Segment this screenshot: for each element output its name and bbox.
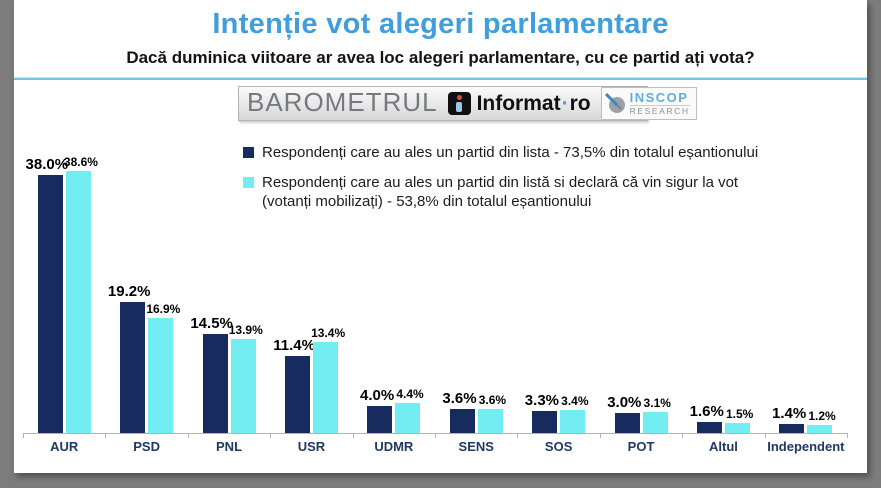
category-group: 14.5% 13.9% [188, 161, 270, 433]
bar: 4.4% [395, 387, 424, 433]
slide: Intenție vot alegeri parlamentare Dacă d… [14, 0, 867, 473]
bar: 38.6% [64, 155, 98, 433]
bar: 3.0% [607, 394, 641, 433]
bar: 3.6% [442, 390, 477, 433]
bar: 13.9% [229, 323, 263, 433]
category-group: 3.6% 3.6% [435, 161, 517, 433]
bar-value-label: 4.0% [359, 386, 395, 404]
bar: 3.6% [477, 393, 506, 433]
legend-label: Respondenți care au ales un partid din l… [262, 144, 759, 161]
category-label: Independent [767, 439, 845, 454]
bar: 3.4% [560, 394, 589, 433]
axis-tick [682, 433, 684, 438]
bar: 4.0% [360, 387, 394, 433]
category-group: 1.6% 1.5% [682, 161, 764, 433]
bar-value-label: 19.2% [107, 283, 151, 301]
bar-value-label: 11.4% [273, 336, 315, 354]
bar-value-label: 38.0% [25, 155, 69, 173]
category-group: 11.4% 13.4% [270, 161, 352, 433]
category-label: PNL [216, 439, 243, 454]
bar: 3.1% [642, 396, 671, 433]
category-label: SENS [458, 439, 494, 454]
bar-value-label: 3.3% [524, 391, 560, 409]
bar-value-label: 3.4% [561, 393, 589, 408]
informat-logo: Informat·ro [447, 91, 591, 116]
axis-tick [23, 433, 24, 438]
axis-tick [352, 433, 354, 438]
category-group: 38.0% 38.6% [23, 155, 105, 433]
category-group: 1.4% 1.2% [765, 161, 847, 433]
category-group: 4.0% 4.4% [353, 161, 435, 433]
logo-banner: BAROMETRUL Informat·ro INSCOP RESEARCH [238, 86, 697, 121]
bar: 1.5% [724, 407, 753, 433]
axis-tick [764, 433, 766, 438]
axis-tick [187, 433, 189, 438]
bar: 16.9% [146, 302, 180, 433]
bar: 13.4% [311, 326, 345, 433]
legend-item: Respondenți care au ales un partid din l… [243, 173, 868, 211]
bar-chart: 38.0% 38.6% 19.2% 16.9% 14.5% 13.9% 11.4% 13.4%… [23, 155, 847, 433]
inscop-logo-text: INSCOP RESEARCH [629, 90, 690, 117]
bar-value-label: 3.0% [607, 393, 642, 411]
legend-label: Respondenți care au ales un partid din l… [262, 174, 739, 210]
x-axis [23, 433, 848, 438]
axis-tick [599, 433, 601, 438]
bar-value-label: 3.6% [442, 389, 477, 407]
category-group: 19.2% 16.9% [105, 161, 187, 433]
barometrul-logo-text: BAROMETRUL [247, 87, 438, 117]
bar: 1.6% [690, 403, 724, 433]
informat-i-icon [447, 92, 471, 115]
legend-item: Respondenți care au ales un partid din l… [243, 143, 868, 162]
bar: 38.0% [26, 156, 68, 433]
category-label: SOS [544, 439, 573, 454]
category-group: 3.3% 3.4% [517, 161, 599, 433]
bar-value-label: 4.4% [396, 387, 424, 402]
axis-tick [847, 433, 848, 438]
axis-tick [270, 433, 272, 438]
bar-value-label: 1.5% [725, 406, 754, 421]
bar-value-label: 14.5% [190, 315, 233, 333]
bar-value-label: 3.6% [478, 392, 507, 407]
bar-value-label: 38.6% [63, 154, 98, 169]
legend-swatch-icon [243, 177, 254, 188]
bar: 11.4% [273, 337, 315, 433]
category-group: 3.0% 3.1% [600, 161, 682, 433]
legend: Respondenți care au ales un partid din l… [243, 143, 868, 211]
category-label: POT [627, 439, 655, 454]
category-label: USR [297, 439, 326, 454]
bar-value-label: 1.2% [808, 408, 836, 423]
page-subtitle: Dacă duminica viitoare ar avea loc alege… [126, 48, 755, 67]
bar: 19.2% [108, 283, 150, 433]
page-title: Intenție vot alegeri parlamentare [212, 8, 669, 40]
bar-value-label: 3.1% [643, 395, 671, 410]
bar: 1.2% [807, 409, 836, 433]
axis-tick [435, 433, 436, 438]
inscop-globe-icon [604, 92, 625, 113]
divider-line [14, 77, 867, 80]
bar-value-label: 1.4% [772, 404, 807, 422]
axis-tick [105, 433, 107, 438]
bar: 3.3% [525, 392, 559, 433]
category-label: Altul [709, 439, 738, 454]
bar: 14.5% [190, 315, 233, 433]
informat-logo-text: Informat·ro [476, 91, 591, 115]
bar-value-label: 16.9% [146, 302, 181, 317]
bar-value-label: 1.6% [689, 403, 724, 421]
inscop-logo: INSCOP RESEARCH [600, 87, 697, 120]
category-label: UDMR [374, 439, 414, 454]
bar-value-label: 13.9% [228, 322, 263, 337]
category-labels: AUR PSD PNL USR UDMR SENS SOS POT Altul Independe… [23, 439, 847, 454]
legend-swatch-icon [243, 147, 254, 158]
axis-tick [517, 433, 519, 438]
bar-value-label: 13.4% [311, 325, 346, 340]
category-label: PSD [133, 439, 160, 454]
bar: 1.4% [772, 405, 806, 433]
category-label: AUR [50, 439, 79, 454]
